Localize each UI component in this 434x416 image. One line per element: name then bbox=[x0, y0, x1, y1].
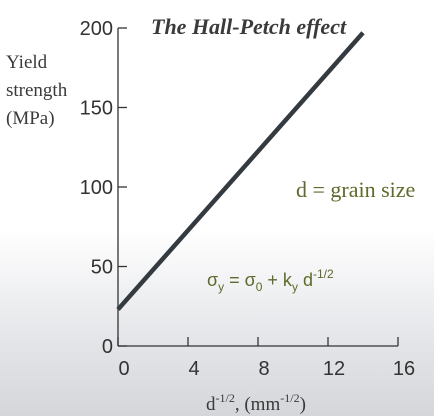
x-tick-label: 4 bbox=[188, 358, 199, 380]
x-label-exp: -1/2 bbox=[216, 391, 235, 405]
series-group bbox=[116, 31, 365, 311]
y-tick-label: 50 bbox=[91, 257, 113, 279]
grain-size-annotation: d = grain size bbox=[296, 177, 415, 202]
x-tick-label: 8 bbox=[258, 358, 269, 380]
x-label-end: ) bbox=[300, 394, 306, 415]
formula-d: d bbox=[298, 270, 313, 290]
formula-sigma-y: σ bbox=[207, 270, 218, 290]
y-axis-label-line-3: (MPa) bbox=[6, 108, 55, 129]
formula-equals: = bbox=[224, 270, 245, 290]
y-tick-label: 0 bbox=[102, 336, 113, 358]
x-label-base: d bbox=[206, 394, 216, 415]
hall-petch-line bbox=[116, 31, 365, 311]
x-ticks: 0 4 8 12 16 bbox=[117, 337, 415, 380]
y-ticks: 0 50 100 150 200 bbox=[80, 18, 127, 358]
x-axis-label: d-1/2, (mm-1/2) bbox=[206, 391, 306, 415]
formula-plus-k: + k bbox=[262, 270, 293, 290]
x-label-mid: , (mm bbox=[235, 394, 281, 415]
chart-title: The Hall-Petch effect bbox=[151, 14, 347, 39]
formula-exp: -1/2 bbox=[313, 267, 334, 281]
y-tick-label: 100 bbox=[80, 177, 113, 199]
x-tick-label: 0 bbox=[118, 358, 129, 380]
x-label-exp2: -1/2 bbox=[280, 391, 299, 405]
chart-title-line-1: The Hall-Petch effect bbox=[151, 14, 347, 39]
formula-sub-ky: y bbox=[292, 280, 298, 294]
y-axis-label: Yield strength (MPa) bbox=[6, 52, 72, 129]
x-tick-label: 16 bbox=[393, 358, 415, 380]
y-axis-label-line-2: strength bbox=[6, 80, 68, 101]
y-tick-label: 200 bbox=[80, 18, 113, 40]
formula-sub-0: 0 bbox=[256, 280, 263, 294]
x-tick-label: 12 bbox=[323, 358, 345, 380]
formula-sigma-0: σ bbox=[245, 270, 256, 290]
formula-sub-y: y bbox=[218, 280, 224, 294]
y-tick-label: 150 bbox=[80, 98, 113, 120]
y-axis-label-line-1: Yield bbox=[6, 52, 48, 73]
hall-petch-formula: σy = σ0 + ky d-1/2 bbox=[207, 267, 334, 294]
